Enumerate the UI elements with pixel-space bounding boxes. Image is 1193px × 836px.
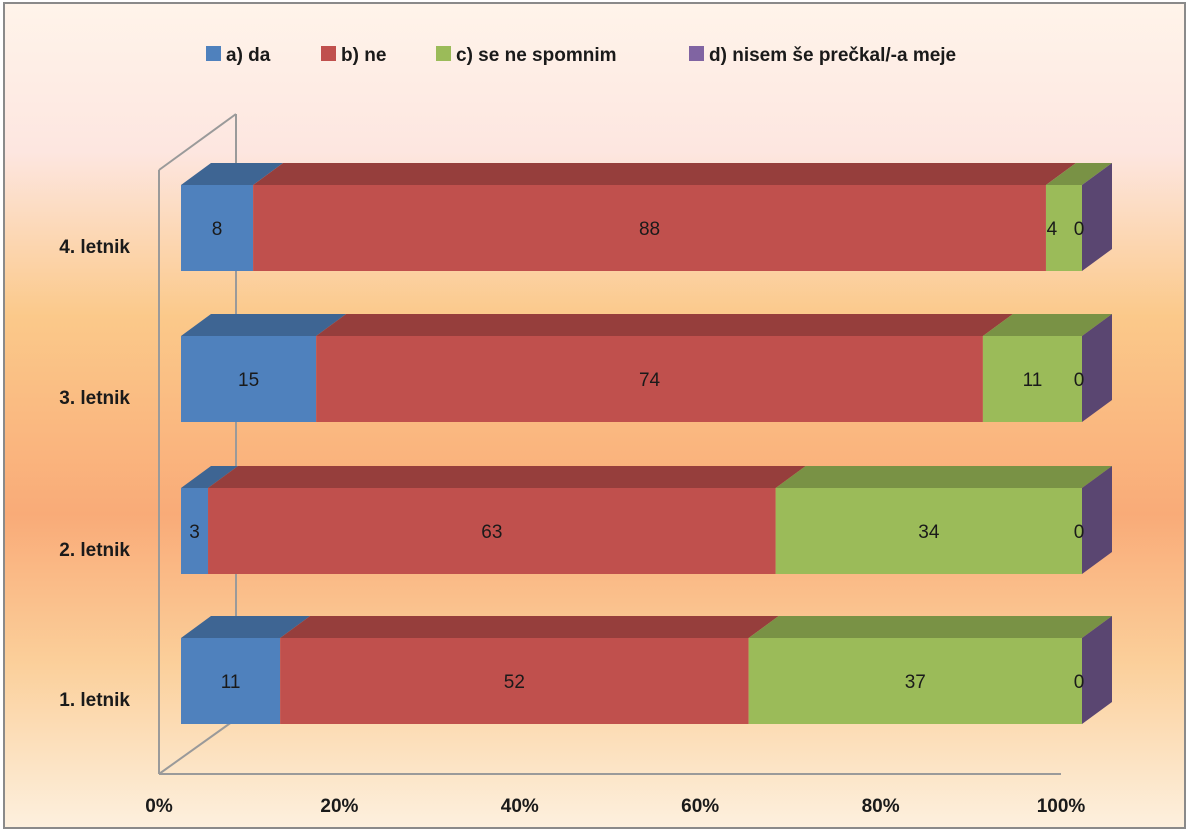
- data-label: 88: [639, 219, 660, 240]
- category-label: 2. letnik: [59, 540, 130, 561]
- bar-segment: [775, 488, 1082, 574]
- bar-side-face: [1082, 466, 1112, 574]
- bar-segment: [253, 185, 1046, 271]
- category-label: 4. letnik: [59, 237, 130, 258]
- data-label: 0: [1074, 522, 1085, 543]
- bar-segment-top: [1045, 163, 1112, 185]
- data-label: 74: [639, 370, 661, 391]
- bar-segment: [181, 336, 317, 422]
- bar-row: 3 63 34 0 2. letnik: [59, 466, 1112, 574]
- legend-swatch: [436, 46, 451, 61]
- legend-label: d) nisem še prečkal/-a meje: [709, 45, 956, 66]
- data-label: 15: [238, 370, 259, 391]
- bar-side-face: [1082, 163, 1112, 271]
- chart-area: a) da b) ne c) se ne spomnim d) nisem še pr…: [3, 2, 1186, 829]
- category-label: 3. letnik: [59, 388, 130, 409]
- legend-item: a) da: [206, 45, 271, 66]
- bar-row: 15 74 11 0 3. letnik: [59, 314, 1112, 422]
- legend-item: c) se ne spomnim: [436, 45, 617, 66]
- bar-segment-top: [181, 466, 239, 488]
- legend-item: b) ne: [321, 45, 386, 66]
- legend: a) da b) ne c) se ne spomnim d) nisem še pr…: [206, 45, 956, 66]
- bar-row: 11 52 37 0 1. letnik: [59, 616, 1112, 724]
- legend-swatch: [689, 46, 704, 61]
- data-label: 11: [221, 672, 241, 693]
- x-tick-label: 100%: [1037, 796, 1086, 817]
- legend-label: b) ne: [341, 45, 386, 66]
- x-tick-label: 40%: [501, 796, 539, 817]
- x-tick-label: 20%: [320, 796, 358, 817]
- legend-item: d) nisem še prečkal/-a meje: [689, 45, 956, 66]
- x-tick-label: 60%: [681, 796, 719, 817]
- data-label: 52: [504, 672, 525, 693]
- bar-segment-top: [181, 616, 311, 638]
- bar-segment-top: [982, 314, 1112, 336]
- bar-segment-top: [181, 163, 284, 185]
- bar-segment: [181, 638, 281, 724]
- legend-label: a) da: [226, 45, 271, 66]
- bar-segment: [181, 185, 254, 271]
- bar-row: 8 88 4 04. letnik: [59, 163, 1112, 271]
- bar-segment: [181, 488, 209, 574]
- category-label: 1. letnik: [59, 690, 130, 711]
- bar-segment-top: [181, 314, 347, 336]
- bar-segment-top: [253, 163, 1076, 185]
- bar-segment: [208, 488, 776, 574]
- data-label: 34: [918, 522, 940, 543]
- x-tick-label: 80%: [862, 796, 900, 817]
- bar-side-face: [1082, 314, 1112, 422]
- bar-segment: [982, 336, 1082, 422]
- stacked-bar-chart: a) da b) ne c) se ne spomnim d) nisem še pr…: [59, 45, 1112, 817]
- x-axis-ticks: 0% 20% 40% 60% 80% 100%: [145, 796, 1085, 817]
- data-label: 63: [481, 522, 502, 543]
- data-label: 3: [189, 522, 200, 543]
- data-label: 0: [1074, 672, 1085, 693]
- bar-segment-top: [208, 466, 806, 488]
- legend-swatch: [321, 46, 336, 61]
- bar-segment: [748, 638, 1082, 724]
- legend-label: c) se ne spomnim: [456, 45, 617, 66]
- legend-swatch: [206, 46, 221, 61]
- bar-segment-top: [316, 314, 1013, 336]
- bar-segment: [316, 336, 983, 422]
- data-label: 0: [1074, 370, 1085, 391]
- data-label: 37: [905, 672, 926, 693]
- data-label: 8: [212, 219, 223, 240]
- bar-segment: [280, 638, 749, 724]
- bar-segment: [1045, 185, 1082, 271]
- bar-segment-top: [748, 616, 1112, 638]
- data-label: 11: [1023, 370, 1043, 391]
- bar-segment-top: [775, 466, 1112, 488]
- bar-side-face: [1082, 616, 1112, 724]
- x-tick-label: 0%: [145, 796, 173, 817]
- data-label: 0: [1074, 219, 1085, 240]
- bar-segment-top: [280, 616, 779, 638]
- data-label: 4: [1047, 219, 1058, 240]
